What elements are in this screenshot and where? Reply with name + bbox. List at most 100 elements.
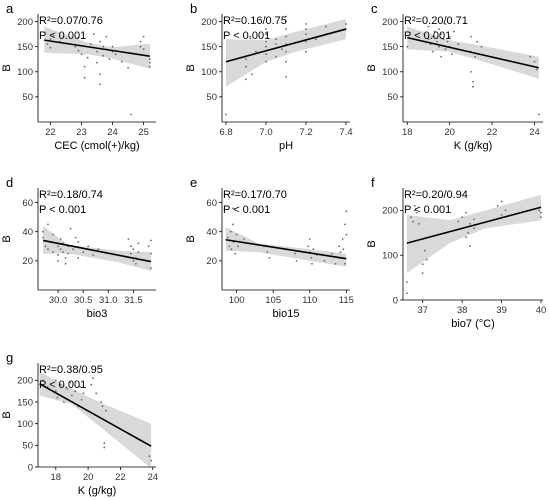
data-point xyxy=(265,40,267,43)
data-point xyxy=(100,401,102,403)
data-point xyxy=(72,211,74,214)
data-point xyxy=(500,214,503,216)
x-tick-label: 100 xyxy=(229,295,245,306)
data-point xyxy=(52,34,55,37)
panel-letter: c xyxy=(371,1,378,16)
x-tick-label: 24 xyxy=(107,127,118,138)
data-point xyxy=(83,76,86,79)
data-point xyxy=(529,55,532,58)
r-squared-text: R²=0.38/0.95 xyxy=(39,364,103,376)
data-point xyxy=(504,209,507,212)
data-point xyxy=(472,85,474,88)
data-point xyxy=(294,252,296,255)
data-point xyxy=(265,45,267,48)
x-axis-label: bio3 xyxy=(87,308,108,320)
data-point xyxy=(77,49,80,52)
data-point xyxy=(285,50,287,53)
data-point xyxy=(406,45,409,48)
y-tick-label: 40 xyxy=(206,227,217,238)
regression-line xyxy=(39,383,152,447)
data-point xyxy=(79,385,81,388)
data-point xyxy=(427,25,430,28)
data-point xyxy=(339,251,342,254)
data-point xyxy=(103,442,106,445)
data-point xyxy=(444,23,447,25)
confidence-band xyxy=(406,194,541,274)
data-point xyxy=(305,50,307,53)
data-point xyxy=(150,459,153,462)
data-point xyxy=(540,216,542,219)
y-tick-label: 50 xyxy=(206,92,217,103)
y-tick-label: 20 xyxy=(22,256,33,267)
y-tick-label: 100 xyxy=(382,67,398,78)
data-point xyxy=(533,60,536,63)
data-point xyxy=(71,394,73,397)
data-point xyxy=(74,45,77,48)
data-point xyxy=(440,33,443,35)
data-point xyxy=(442,38,445,40)
x-tick-label: 7.4 xyxy=(339,127,352,138)
data-point xyxy=(127,238,130,240)
data-point xyxy=(103,446,106,449)
data-point xyxy=(410,216,412,219)
data-point xyxy=(96,50,98,53)
data-point xyxy=(307,245,310,248)
panel-letter: f xyxy=(371,175,375,190)
regression-line xyxy=(225,28,347,63)
x-tick-label: 24 xyxy=(147,472,158,483)
data-point xyxy=(90,383,93,386)
x-tick-label: 105 xyxy=(265,295,281,306)
y-tick-label: 60 xyxy=(206,198,217,209)
data-point xyxy=(500,200,503,203)
data-point xyxy=(148,65,151,68)
data-point xyxy=(245,78,247,81)
panel-b: 6.8 7.0 7.2 7.4 50 100 150 200 pH Bb R²=0.16/0.75 P… xyxy=(185,1,353,152)
data-point xyxy=(46,43,49,45)
x-tick-label: 39 xyxy=(496,305,507,316)
x-axis-label: K (g/kg) xyxy=(454,140,493,152)
data-point xyxy=(417,222,420,225)
data-point xyxy=(57,254,59,256)
y-tick-label: 40 xyxy=(22,227,33,238)
data-point xyxy=(470,35,472,38)
data-point xyxy=(52,251,54,254)
data-point xyxy=(235,233,238,236)
y-tick-label: 200 xyxy=(17,376,33,387)
p-value-text: P < 0.001 xyxy=(39,30,86,42)
data-point xyxy=(130,252,132,255)
data-point xyxy=(114,53,117,56)
y-tick-label: 50 xyxy=(387,92,398,103)
data-point xyxy=(469,222,471,225)
data-point xyxy=(421,263,424,266)
y-tick-label: 0 xyxy=(393,295,398,306)
data-point xyxy=(275,55,277,58)
data-point xyxy=(99,83,101,86)
data-point xyxy=(132,260,135,262)
data-point xyxy=(47,223,49,226)
data-point xyxy=(538,209,540,212)
data-point xyxy=(49,46,52,49)
data-point xyxy=(63,401,65,403)
data-point xyxy=(67,252,69,255)
panel-e: 100 105 110 115 20 40 60 bio15 Be R²=0.17/0.70 P <… xyxy=(185,175,354,320)
data-point xyxy=(344,262,346,265)
data-point xyxy=(83,65,86,68)
r-squared-text: R²=0.20/0.94 xyxy=(404,189,468,201)
data-point xyxy=(308,238,311,240)
data-point xyxy=(285,20,287,23)
data-point xyxy=(266,251,269,254)
data-point xyxy=(54,379,57,382)
data-point xyxy=(470,70,472,73)
y-axis-label: B xyxy=(366,240,378,247)
data-point xyxy=(99,40,101,43)
data-point xyxy=(438,45,440,48)
data-point xyxy=(56,396,59,399)
plot-area xyxy=(406,194,542,295)
y-axis-label: B xyxy=(1,235,13,242)
confidence-band xyxy=(226,19,346,87)
data-point xyxy=(150,267,152,269)
x-axis-label: bio15 xyxy=(273,308,300,320)
x-tick-label: 37 xyxy=(417,305,428,316)
x-tick-label: 30.5 xyxy=(74,295,93,306)
data-point xyxy=(57,260,59,262)
